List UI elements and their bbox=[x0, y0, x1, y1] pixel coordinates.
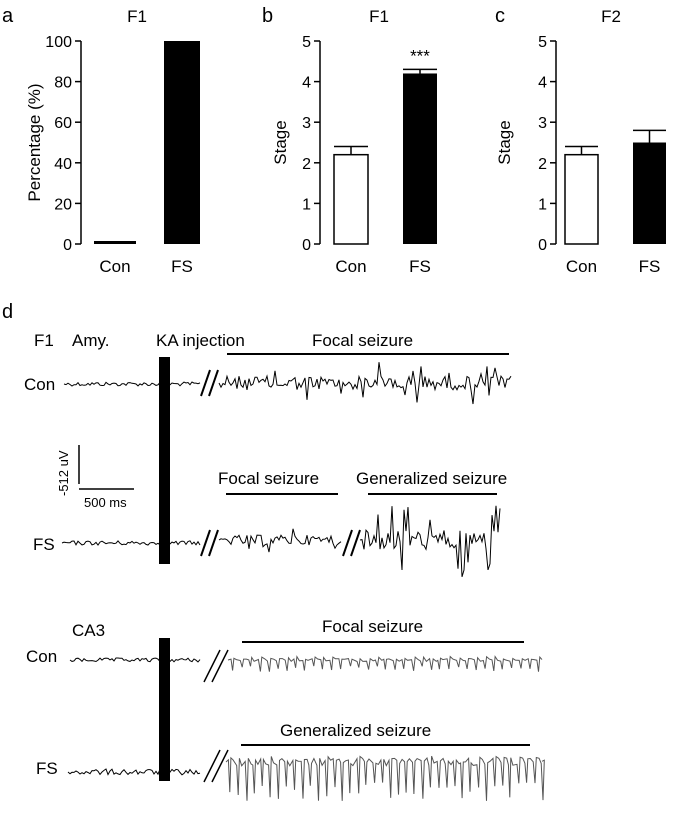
panel-d-ca3: CA3 Focal seizure Con Generalized seizur… bbox=[26, 617, 545, 801]
ca3-focal-seizure-label: Focal seizure bbox=[322, 617, 423, 636]
x-category-label: FS bbox=[639, 257, 661, 276]
y-tick-label: 20 bbox=[54, 196, 72, 213]
y-tick-label: 40 bbox=[54, 156, 72, 173]
trace-con-baseline bbox=[63, 381, 201, 387]
y-tick-label: 0 bbox=[302, 237, 311, 254]
significance-marker: *** bbox=[410, 46, 430, 65]
y-tick-label: 3 bbox=[538, 115, 547, 132]
y-tick-label: 2 bbox=[302, 156, 311, 173]
ca3-trace-label-con: Con bbox=[26, 647, 57, 666]
y-axis-label: Stage bbox=[495, 120, 514, 164]
panel-letter-b: b bbox=[262, 5, 273, 27]
bar bbox=[633, 142, 666, 244]
ca3-generalized-seizure-label: Generalized seizure bbox=[280, 721, 431, 740]
y-tick-label: 5 bbox=[302, 34, 311, 51]
ca3-trace-con-baseline bbox=[69, 657, 201, 663]
break-mark-fs-2 bbox=[342, 529, 361, 557]
y-axis-label: Percentage (%) bbox=[25, 83, 44, 201]
scale-bar-y-label: -512 uV bbox=[56, 450, 71, 496]
trace-header-f1: F1 bbox=[34, 331, 54, 350]
ka-injection-bar-upper bbox=[159, 357, 170, 564]
x-category-label: Con bbox=[335, 257, 366, 276]
trace-header-ca3: CA3 bbox=[72, 621, 105, 640]
trace-label-fs: FS bbox=[33, 535, 55, 554]
y-axis-label: Stage bbox=[271, 120, 290, 164]
ca3-trace-fs-baseline bbox=[67, 767, 201, 776]
x-category-label: FS bbox=[409, 257, 431, 276]
ca3-trace-fs-seizure bbox=[225, 755, 545, 801]
chart-panel-c: F2 Stage 0 1 2 3 4 5 Con FS bbox=[495, 7, 666, 276]
y-tick-label: 4 bbox=[538, 75, 547, 92]
y-tick-label: 60 bbox=[54, 115, 72, 132]
chart-title: F1 bbox=[369, 7, 389, 26]
y-tick-label: 0 bbox=[63, 237, 72, 254]
focal-seizure-label-fs: Focal seizure bbox=[218, 469, 319, 488]
chart-panel-a: F1 Percentage (%) 0 20 40 60 80 100 Con FS bbox=[25, 7, 200, 276]
panel-letter-d: d bbox=[2, 301, 13, 323]
panel-d-amygdala: F1 Amy. KA injection Focal seizure Con -… bbox=[24, 331, 512, 578]
y-tick-label: 100 bbox=[45, 34, 72, 51]
ka-injection-bar-lower bbox=[159, 638, 170, 781]
bar bbox=[164, 41, 200, 244]
y-tick-label: 0 bbox=[538, 237, 547, 254]
x-category-label: Con bbox=[566, 257, 597, 276]
trace-fs-generalized bbox=[359, 505, 501, 578]
focal-seizure-label-con: Focal seizure bbox=[312, 331, 413, 350]
break-mark-con bbox=[200, 369, 219, 397]
ca3-break-mark-fs bbox=[203, 749, 229, 783]
y-tick-label: 1 bbox=[538, 196, 547, 213]
y-tick-label: 4 bbox=[302, 75, 311, 92]
y-tick-label: 3 bbox=[302, 115, 311, 132]
ca3-trace-label-fs: FS bbox=[36, 759, 58, 778]
panel-letter-a: a bbox=[2, 5, 14, 27]
generalized-seizure-label-fs: Generalized seizure bbox=[356, 469, 507, 488]
chart-title: F1 bbox=[127, 7, 147, 26]
x-category-label: Con bbox=[99, 257, 130, 276]
bar bbox=[94, 241, 136, 244]
trace-header-amy: Amy. bbox=[72, 331, 109, 350]
x-category-label: FS bbox=[171, 257, 193, 276]
y-tick-label: 2 bbox=[538, 156, 547, 173]
trace-fs-focal bbox=[218, 528, 342, 553]
bar bbox=[403, 73, 437, 244]
trace-label-con: Con bbox=[24, 375, 55, 394]
y-tick-label: 80 bbox=[54, 75, 72, 92]
break-mark-fs-1 bbox=[200, 529, 219, 557]
panel-letter-c: c bbox=[495, 5, 505, 27]
ca3-break-mark-con bbox=[203, 649, 229, 683]
bar bbox=[564, 153, 599, 245]
ka-injection-label: KA injection bbox=[156, 331, 245, 350]
trace-con-seizure bbox=[218, 362, 512, 405]
scale-bar-x-label: 500 ms bbox=[84, 495, 127, 510]
ca3-trace-con-seizure bbox=[227, 655, 543, 672]
bar bbox=[333, 153, 369, 245]
chart-title: F2 bbox=[601, 7, 621, 26]
y-tick-label: 1 bbox=[302, 196, 311, 213]
chart-panel-b: F1 Stage 0 1 2 3 4 5 Con FS *** bbox=[271, 7, 437, 276]
y-tick-label: 5 bbox=[538, 34, 547, 51]
trace-fs-baseline bbox=[61, 540, 201, 546]
